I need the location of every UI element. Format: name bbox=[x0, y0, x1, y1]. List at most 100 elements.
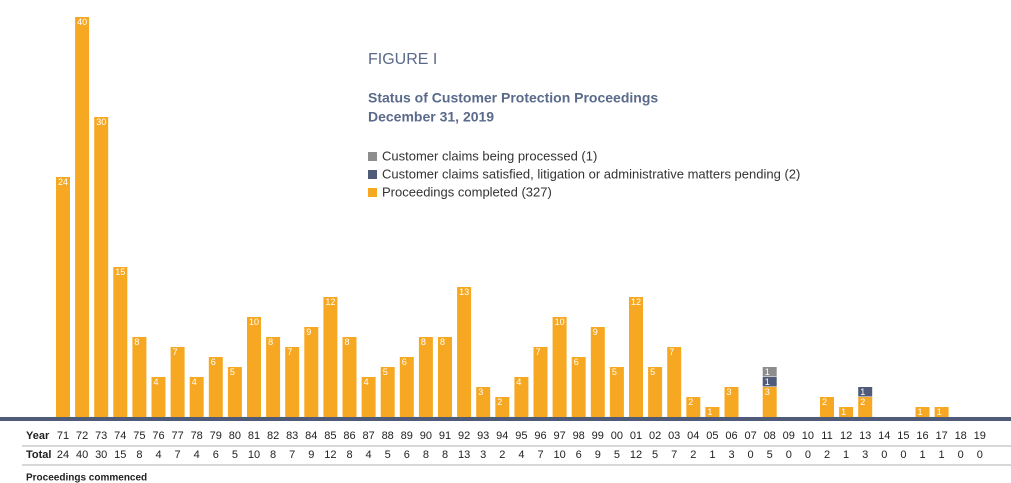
year-label: 13 bbox=[859, 430, 871, 442]
total-value: 12 bbox=[324, 449, 336, 461]
bar-label: 30 bbox=[96, 117, 106, 127]
bar-label: 4 bbox=[516, 377, 521, 387]
bar-segment bbox=[380, 367, 395, 417]
bar-segment bbox=[113, 267, 128, 417]
year-label: 04 bbox=[687, 430, 699, 442]
total-value: 1 bbox=[709, 449, 715, 461]
year-label: 09 bbox=[783, 430, 795, 442]
bar-label: 7 bbox=[287, 347, 292, 357]
total-value: 12 bbox=[630, 449, 642, 461]
bar-segment bbox=[170, 347, 185, 417]
total-value: 7 bbox=[289, 449, 295, 461]
year-label: 16 bbox=[916, 430, 928, 442]
bar-label: 1 bbox=[765, 367, 770, 377]
bar-label: 4 bbox=[192, 377, 197, 387]
total-value: 2 bbox=[690, 449, 696, 461]
chart-subtitle: Status of Customer Protection Proceeding… bbox=[368, 90, 658, 106]
bar-segment bbox=[476, 387, 491, 417]
bar-segment bbox=[457, 287, 472, 417]
bar-segment bbox=[399, 357, 414, 417]
bar-segment bbox=[705, 407, 720, 417]
year-label: 03 bbox=[668, 430, 680, 442]
bar-label: 40 bbox=[77, 17, 87, 27]
bar-label: 6 bbox=[574, 357, 579, 367]
total-value: 3 bbox=[862, 449, 868, 461]
total-value: 4 bbox=[194, 449, 200, 461]
total-value: 5 bbox=[652, 449, 658, 461]
bar-segment bbox=[151, 377, 166, 417]
year-label: 02 bbox=[649, 430, 661, 442]
bar-segment bbox=[495, 397, 510, 417]
bar-segment bbox=[571, 357, 586, 417]
bar-label: 3 bbox=[727, 387, 732, 397]
total-value: 30 bbox=[95, 449, 107, 461]
bar-segment bbox=[208, 357, 223, 417]
total-value: 7 bbox=[671, 449, 677, 461]
bar-label: 7 bbox=[669, 347, 674, 357]
bar-segment bbox=[609, 367, 624, 417]
year-label: 74 bbox=[114, 430, 126, 442]
bar-label: 4 bbox=[364, 377, 369, 387]
year-label: 05 bbox=[706, 430, 718, 442]
bar-segment bbox=[438, 337, 452, 417]
total-value: 40 bbox=[76, 449, 88, 461]
row-label: Year bbox=[26, 430, 50, 442]
total-value: 7 bbox=[175, 449, 181, 461]
bar-segment bbox=[56, 177, 70, 417]
bar-segment bbox=[94, 117, 109, 417]
bar-segment bbox=[934, 407, 949, 417]
year-label: 99 bbox=[592, 430, 604, 442]
total-value: 0 bbox=[977, 449, 983, 461]
bar-label: 10 bbox=[555, 317, 565, 327]
bar-segment bbox=[686, 397, 701, 417]
year-label: 89 bbox=[401, 430, 413, 442]
year-label: 01 bbox=[630, 430, 642, 442]
year-label: 82 bbox=[267, 430, 279, 442]
legend-label: Customer claims being processed (1) bbox=[382, 148, 597, 163]
bar-label: 3 bbox=[765, 387, 770, 397]
total-value: 0 bbox=[958, 449, 964, 461]
bar-label: 15 bbox=[115, 267, 125, 277]
baseline bbox=[0, 417, 1011, 421]
year-label: 92 bbox=[458, 430, 470, 442]
bar-segment bbox=[724, 387, 739, 417]
bar-label: 8 bbox=[440, 337, 445, 347]
year-label: 98 bbox=[573, 430, 585, 442]
year-label: 14 bbox=[878, 430, 890, 442]
year-label: 95 bbox=[515, 430, 527, 442]
year-label: 12 bbox=[840, 430, 852, 442]
total-value: 2 bbox=[824, 449, 830, 461]
total-value: 3 bbox=[480, 449, 486, 461]
legend-label: Customer claims satisfied, litigation or… bbox=[382, 166, 800, 181]
total-value: 3 bbox=[728, 449, 734, 461]
year-label: 90 bbox=[420, 430, 432, 442]
total-value: 0 bbox=[748, 449, 754, 461]
total-value: 5 bbox=[385, 449, 391, 461]
total-value: 2 bbox=[499, 449, 505, 461]
year-label: 76 bbox=[152, 430, 164, 442]
year-label: 10 bbox=[802, 430, 814, 442]
total-value: 8 bbox=[442, 449, 448, 461]
total-value: 0 bbox=[805, 449, 811, 461]
total-value: 6 bbox=[576, 449, 582, 461]
year-label: 86 bbox=[343, 430, 355, 442]
bar-label: 8 bbox=[421, 337, 426, 347]
bar-segment bbox=[266, 337, 281, 417]
year-label: 19 bbox=[974, 430, 986, 442]
bar-label: 9 bbox=[306, 327, 311, 337]
chart-title: FIGURE I bbox=[368, 51, 437, 68]
bar-label: 1 bbox=[918, 407, 923, 417]
year-label: 85 bbox=[324, 430, 336, 442]
bar-label: 8 bbox=[345, 337, 350, 347]
bar-segment bbox=[342, 337, 357, 417]
bar-label: 8 bbox=[134, 337, 139, 347]
year-label: 15 bbox=[897, 430, 909, 442]
bar-label: 2 bbox=[822, 397, 827, 407]
bar-label: 5 bbox=[612, 367, 617, 377]
bar-label: 1 bbox=[841, 407, 846, 417]
year-label: 91 bbox=[439, 430, 451, 442]
year-label: 96 bbox=[534, 430, 546, 442]
bar-label: 5 bbox=[383, 367, 388, 377]
bar-label: 1 bbox=[765, 377, 770, 387]
year-label: 81 bbox=[248, 430, 260, 442]
